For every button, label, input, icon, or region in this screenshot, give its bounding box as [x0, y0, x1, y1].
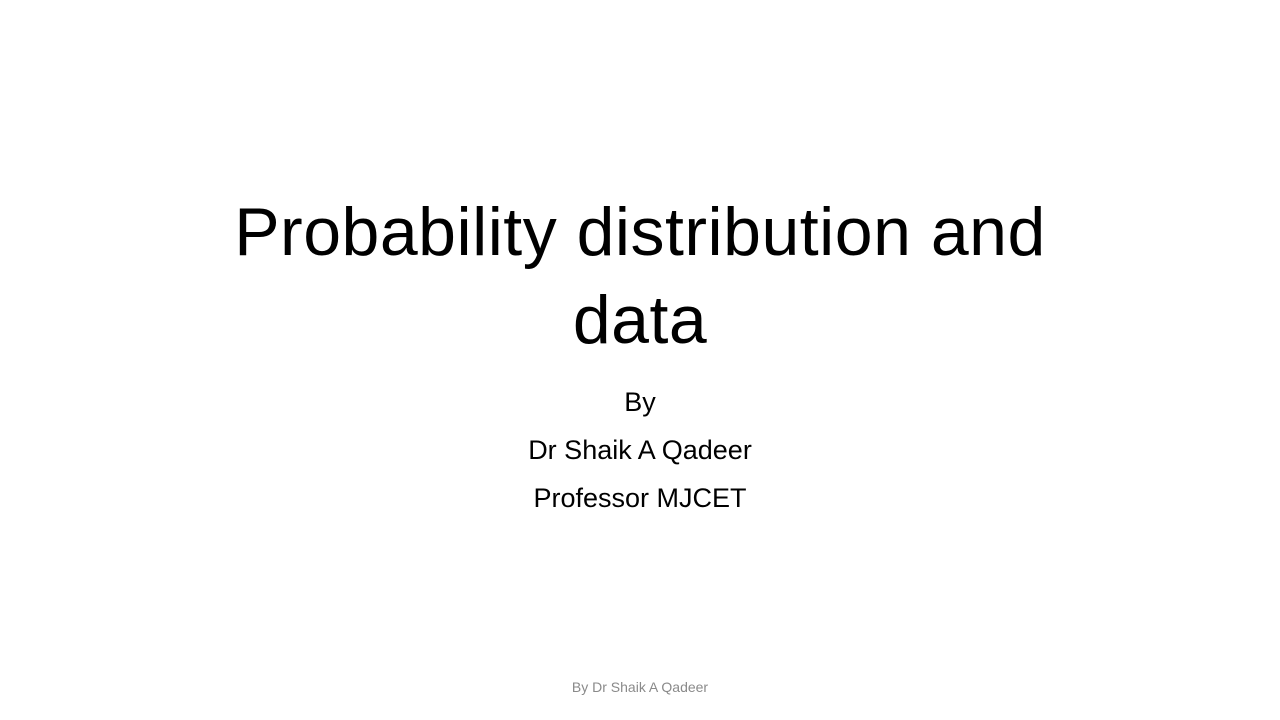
slide-subtitle: By Dr Shaik A Qadeer Professor MJCET [240, 378, 1040, 522]
slide-footer: By Dr Shaik A Qadeer [571, 679, 709, 695]
subtitle-author: Dr Shaik A Qadeer [528, 435, 752, 465]
subtitle-by: By [624, 387, 656, 417]
slide-title-line-1: Probability distribution and [234, 194, 1046, 270]
slide-title-line-2: data [572, 282, 708, 358]
slide-title: Probability distribution and data [140, 188, 1140, 364]
subtitle-role: Professor MJCET [533, 483, 747, 513]
